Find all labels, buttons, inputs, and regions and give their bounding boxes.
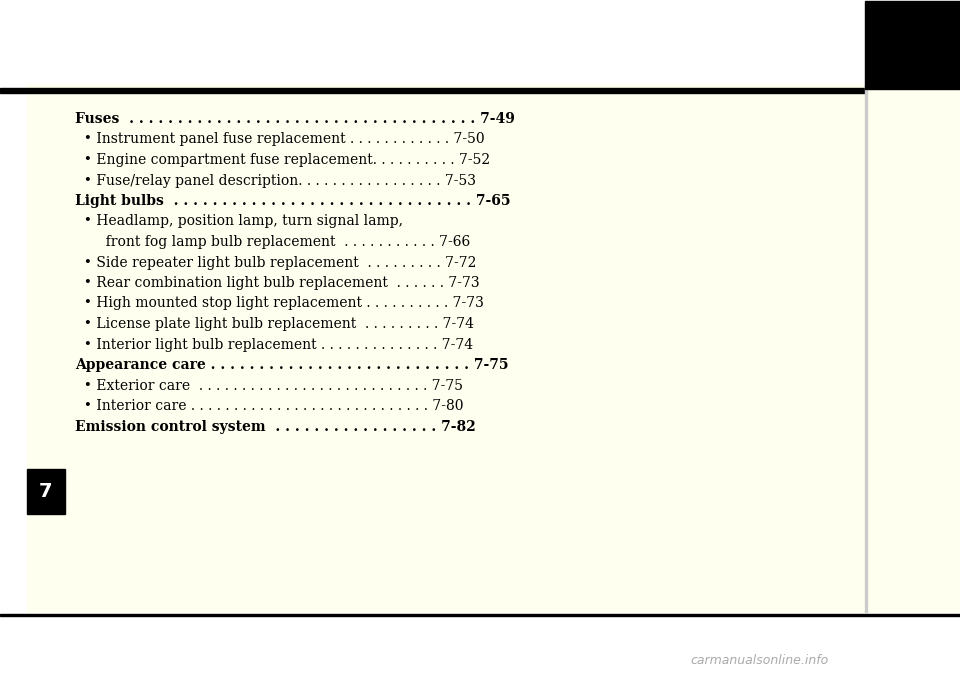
- Text: • Side repeater light bulb replacement  . . . . . . . . . 7-72: • Side repeater light bulb replacement .…: [75, 256, 476, 269]
- Text: Fuses  . . . . . . . . . . . . . . . . . . . . . . . . . . . . . . . . . . . . 7: Fuses . . . . . . . . . . . . . . . . . …: [75, 112, 515, 126]
- Text: • Fuse/relay panel description. . . . . . . . . . . . . . . . . 7-53: • Fuse/relay panel description. . . . . …: [75, 174, 476, 187]
- Text: carmanualsonline.info: carmanualsonline.info: [691, 655, 829, 668]
- Bar: [27, 469, 65, 514]
- Text: Light bulbs  . . . . . . . . . . . . . . . . . . . . . . . . . . . . . . . 7-65: Light bulbs . . . . . . . . . . . . . . …: [75, 194, 511, 208]
- Text: • Instrument panel fuse replacement . . . . . . . . . . . . 7-50: • Instrument panel fuse replacement . . …: [75, 132, 485, 147]
- Text: • High mounted stop light replacement . . . . . . . . . . 7-73: • High mounted stop light replacement . …: [75, 296, 484, 311]
- Text: • Headlamp, position lamp, turn signal lamp,: • Headlamp, position lamp, turn signal l…: [75, 214, 403, 229]
- Bar: [865, 1, 960, 89]
- Text: • Exterior care  . . . . . . . . . . . . . . . . . . . . . . . . . . . 7-75: • Exterior care . . . . . . . . . . . . …: [75, 378, 463, 393]
- Text: • Interior light bulb replacement . . . . . . . . . . . . . . 7-74: • Interior light bulb replacement . . . …: [75, 338, 473, 351]
- Text: 7: 7: [39, 482, 53, 501]
- Text: Emission control system  . . . . . . . . . . . . . . . . . 7-82: Emission control system . . . . . . . . …: [75, 420, 476, 433]
- Text: Appearance care . . . . . . . . . . . . . . . . . . . . . . . . . . . 7-75: Appearance care . . . . . . . . . . . . …: [75, 358, 509, 372]
- Bar: [865, 84, 867, 612]
- Bar: [867, 84, 960, 612]
- Text: • License plate light bulb replacement  . . . . . . . . . 7-74: • License plate light bulb replacement .…: [75, 317, 474, 331]
- Bar: [0, 88, 865, 93]
- Text: • Interior care . . . . . . . . . . . . . . . . . . . . . . . . . . . . 7-80: • Interior care . . . . . . . . . . . . …: [75, 399, 464, 413]
- Text: • Rear combination light bulb replacement  . . . . . . 7-73: • Rear combination light bulb replacemen…: [75, 276, 480, 290]
- Text: • Engine compartment fuse replacement. . . . . . . . . . 7-52: • Engine compartment fuse replacement. .…: [75, 153, 491, 167]
- Bar: [0, 614, 960, 616]
- Text: front fog lamp bulb replacement  . . . . . . . . . . . 7-66: front fog lamp bulb replacement . . . . …: [75, 235, 470, 249]
- Bar: [27, 84, 867, 612]
